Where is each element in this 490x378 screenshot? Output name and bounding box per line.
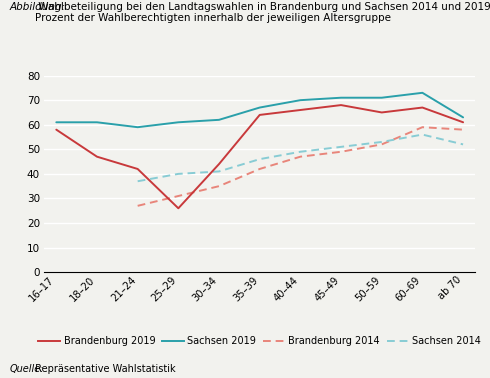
Legend: Brandenburg 2019, Sachsen 2019, Brandenburg 2014, Sachsen 2014: Brandenburg 2019, Sachsen 2019, Brandenb… [38, 336, 481, 346]
Text: Quelle:: Quelle: [10, 364, 44, 374]
Text: Wahlbeteiligung bei den Landtagswahlen in Brandenburg und Sachsen 2014 und 2019,: Wahlbeteiligung bei den Landtagswahlen i… [35, 2, 490, 23]
Text: Repräsentative Wahlstatistik: Repräsentative Wahlstatistik [32, 364, 175, 374]
Text: Abbildung:: Abbildung: [10, 2, 66, 12]
